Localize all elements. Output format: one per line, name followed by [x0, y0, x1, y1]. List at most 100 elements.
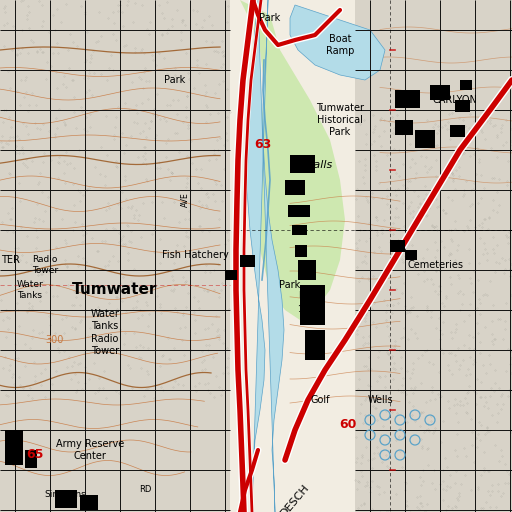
Point — [392, 490, 400, 499]
Point — [442, 506, 451, 512]
Point — [155, 158, 163, 166]
Point — [167, 286, 175, 294]
Point — [418, 127, 426, 135]
Point — [220, 165, 228, 174]
Bar — [355, 0, 512, 200]
Point — [416, 473, 424, 481]
Point — [491, 335, 499, 343]
Point — [428, 388, 436, 396]
Point — [477, 471, 485, 479]
Point — [193, 61, 201, 69]
Point — [205, 11, 213, 19]
Point — [493, 207, 501, 216]
Point — [498, 390, 506, 398]
Point — [439, 205, 447, 214]
Point — [191, 382, 199, 391]
Point — [116, 325, 124, 333]
Point — [358, 340, 367, 349]
Point — [114, 7, 122, 15]
Point — [36, 125, 44, 133]
Point — [413, 136, 421, 144]
Point — [70, 200, 78, 208]
Point — [27, 260, 35, 268]
Point — [439, 206, 447, 215]
Point — [19, 383, 27, 392]
Point — [435, 125, 443, 134]
Point — [82, 56, 90, 64]
Point — [392, 191, 400, 199]
Point — [188, 159, 197, 167]
Point — [373, 231, 381, 239]
Text: 65: 65 — [26, 449, 44, 461]
Point — [416, 200, 424, 208]
Point — [52, 68, 60, 76]
Point — [134, 153, 142, 161]
Point — [69, 180, 77, 188]
Point — [365, 353, 373, 361]
Point — [455, 163, 463, 171]
Point — [201, 380, 209, 388]
Point — [76, 359, 84, 368]
Point — [183, 152, 191, 160]
Point — [36, 169, 44, 177]
Point — [142, 77, 150, 85]
Point — [439, 466, 447, 474]
Point — [151, 134, 159, 142]
Point — [215, 48, 223, 56]
Point — [219, 77, 227, 85]
Point — [477, 219, 485, 227]
Point — [197, 164, 205, 173]
Point — [63, 363, 72, 371]
Point — [5, 313, 13, 322]
Point — [393, 409, 401, 417]
Point — [119, 231, 127, 240]
Text: Park: Park — [164, 75, 186, 85]
Point — [49, 387, 57, 395]
Point — [399, 258, 407, 266]
Point — [465, 124, 474, 132]
Point — [139, 159, 147, 167]
Point — [156, 303, 164, 311]
Point — [166, 355, 175, 364]
Point — [417, 408, 425, 416]
Point — [499, 335, 507, 343]
Point — [475, 158, 483, 166]
Point — [178, 18, 186, 26]
Point — [447, 237, 456, 245]
Point — [480, 464, 488, 472]
Point — [441, 454, 449, 462]
Point — [472, 434, 480, 442]
Point — [418, 351, 426, 359]
Point — [118, 8, 126, 16]
Point — [399, 181, 407, 189]
Point — [24, 391, 32, 399]
Point — [476, 393, 484, 401]
Point — [196, 379, 204, 387]
Point — [423, 304, 431, 312]
Point — [455, 273, 463, 282]
Point — [109, 30, 117, 38]
Point — [405, 263, 413, 271]
Point — [214, 145, 222, 154]
Point — [202, 118, 210, 126]
Point — [429, 222, 437, 230]
Point — [139, 84, 147, 92]
Point — [474, 276, 482, 284]
Point — [70, 108, 78, 116]
Point — [31, 119, 39, 127]
Point — [171, 71, 179, 79]
Point — [212, 312, 220, 320]
Point — [418, 477, 426, 485]
Point — [445, 251, 453, 260]
Point — [183, 179, 191, 187]
Point — [432, 222, 440, 230]
Point — [423, 445, 432, 453]
Point — [58, 334, 67, 343]
Point — [94, 303, 102, 311]
Point — [477, 126, 485, 134]
Point — [487, 144, 496, 152]
Point — [148, 51, 156, 59]
Point — [364, 411, 372, 419]
Point — [14, 306, 22, 314]
Point — [376, 115, 384, 123]
